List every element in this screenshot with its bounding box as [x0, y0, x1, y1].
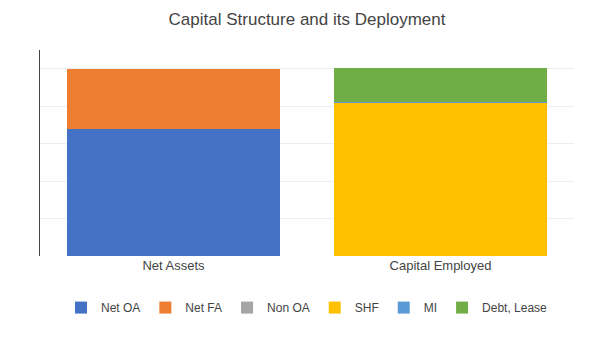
svg-text:Capital Structure and its Depl: Capital Structure and its Deployment [169, 10, 446, 29]
svg-text:SHF: SHF [355, 301, 379, 315]
svg-text:Net Assets: Net Assets [142, 258, 205, 273]
svg-text:Net OA: Net OA [101, 301, 140, 315]
svg-text:Debt, Lease: Debt, Lease [482, 301, 547, 315]
svg-text:MI: MI [424, 301, 437, 315]
svg-text:Net FA: Net FA [185, 301, 222, 315]
svg-text:Non OA: Non OA [267, 301, 310, 315]
svg-text:Capital Employed: Capital Employed [390, 258, 492, 273]
